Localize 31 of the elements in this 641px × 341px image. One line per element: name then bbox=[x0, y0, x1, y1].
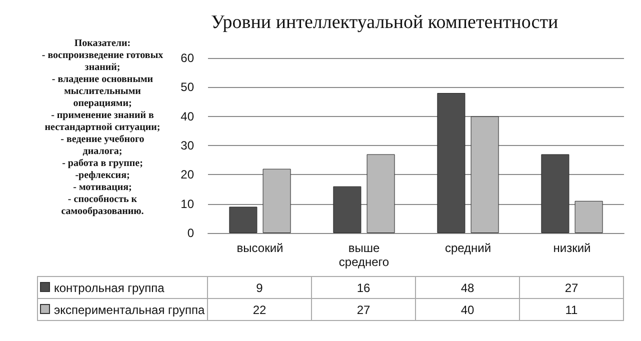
bar bbox=[229, 206, 258, 233]
data-label: 27 bbox=[312, 298, 416, 320]
bar bbox=[333, 186, 362, 233]
bar bbox=[437, 93, 466, 233]
data-label: 9 bbox=[208, 276, 312, 298]
data-label: 16 bbox=[312, 276, 416, 298]
legend-label: экспериментальная группа bbox=[38, 298, 208, 320]
bar bbox=[262, 168, 291, 233]
text: Показатели: - воспроизведение готовых знаний; - владение основными мыслительными операциями; - применение знаний в нестандартной ситуации; - ведение учебного диалога; - работа в группе; -рефлексия; - мотивация; - способность к самообразованию. bbox=[42, 38, 164, 217]
bar bbox=[470, 116, 499, 233]
x-tick-label: низкий bbox=[553, 241, 591, 255]
y-tick-label: 0 bbox=[187, 226, 194, 240]
data-label: 48 bbox=[416, 276, 520, 298]
legend-label: контрольная группа bbox=[38, 276, 208, 298]
bar bbox=[574, 200, 603, 233]
data-label: 11 bbox=[520, 298, 624, 320]
data-label: 40 bbox=[416, 298, 520, 320]
y-tick-label: 20 bbox=[180, 168, 194, 182]
x-tick-label: высокий bbox=[236, 241, 284, 255]
y-tick-label: 30 bbox=[180, 138, 194, 152]
y-tick-label: 50 bbox=[180, 80, 194, 94]
data-label: 22 bbox=[208, 298, 312, 320]
y-tick-label: 10 bbox=[180, 196, 194, 211]
bar bbox=[366, 154, 395, 233]
x-tick-label: выше среднего bbox=[338, 241, 390, 269]
x-tick-label: средний bbox=[444, 241, 492, 255]
y-tick-label: 40 bbox=[180, 109, 194, 124]
y-tick-label: 60 bbox=[180, 51, 194, 65]
bar bbox=[541, 154, 570, 233]
chart-title: Уровни интеллектуальной компетентности bbox=[211, 12, 558, 33]
data-label: 27 bbox=[520, 276, 624, 298]
